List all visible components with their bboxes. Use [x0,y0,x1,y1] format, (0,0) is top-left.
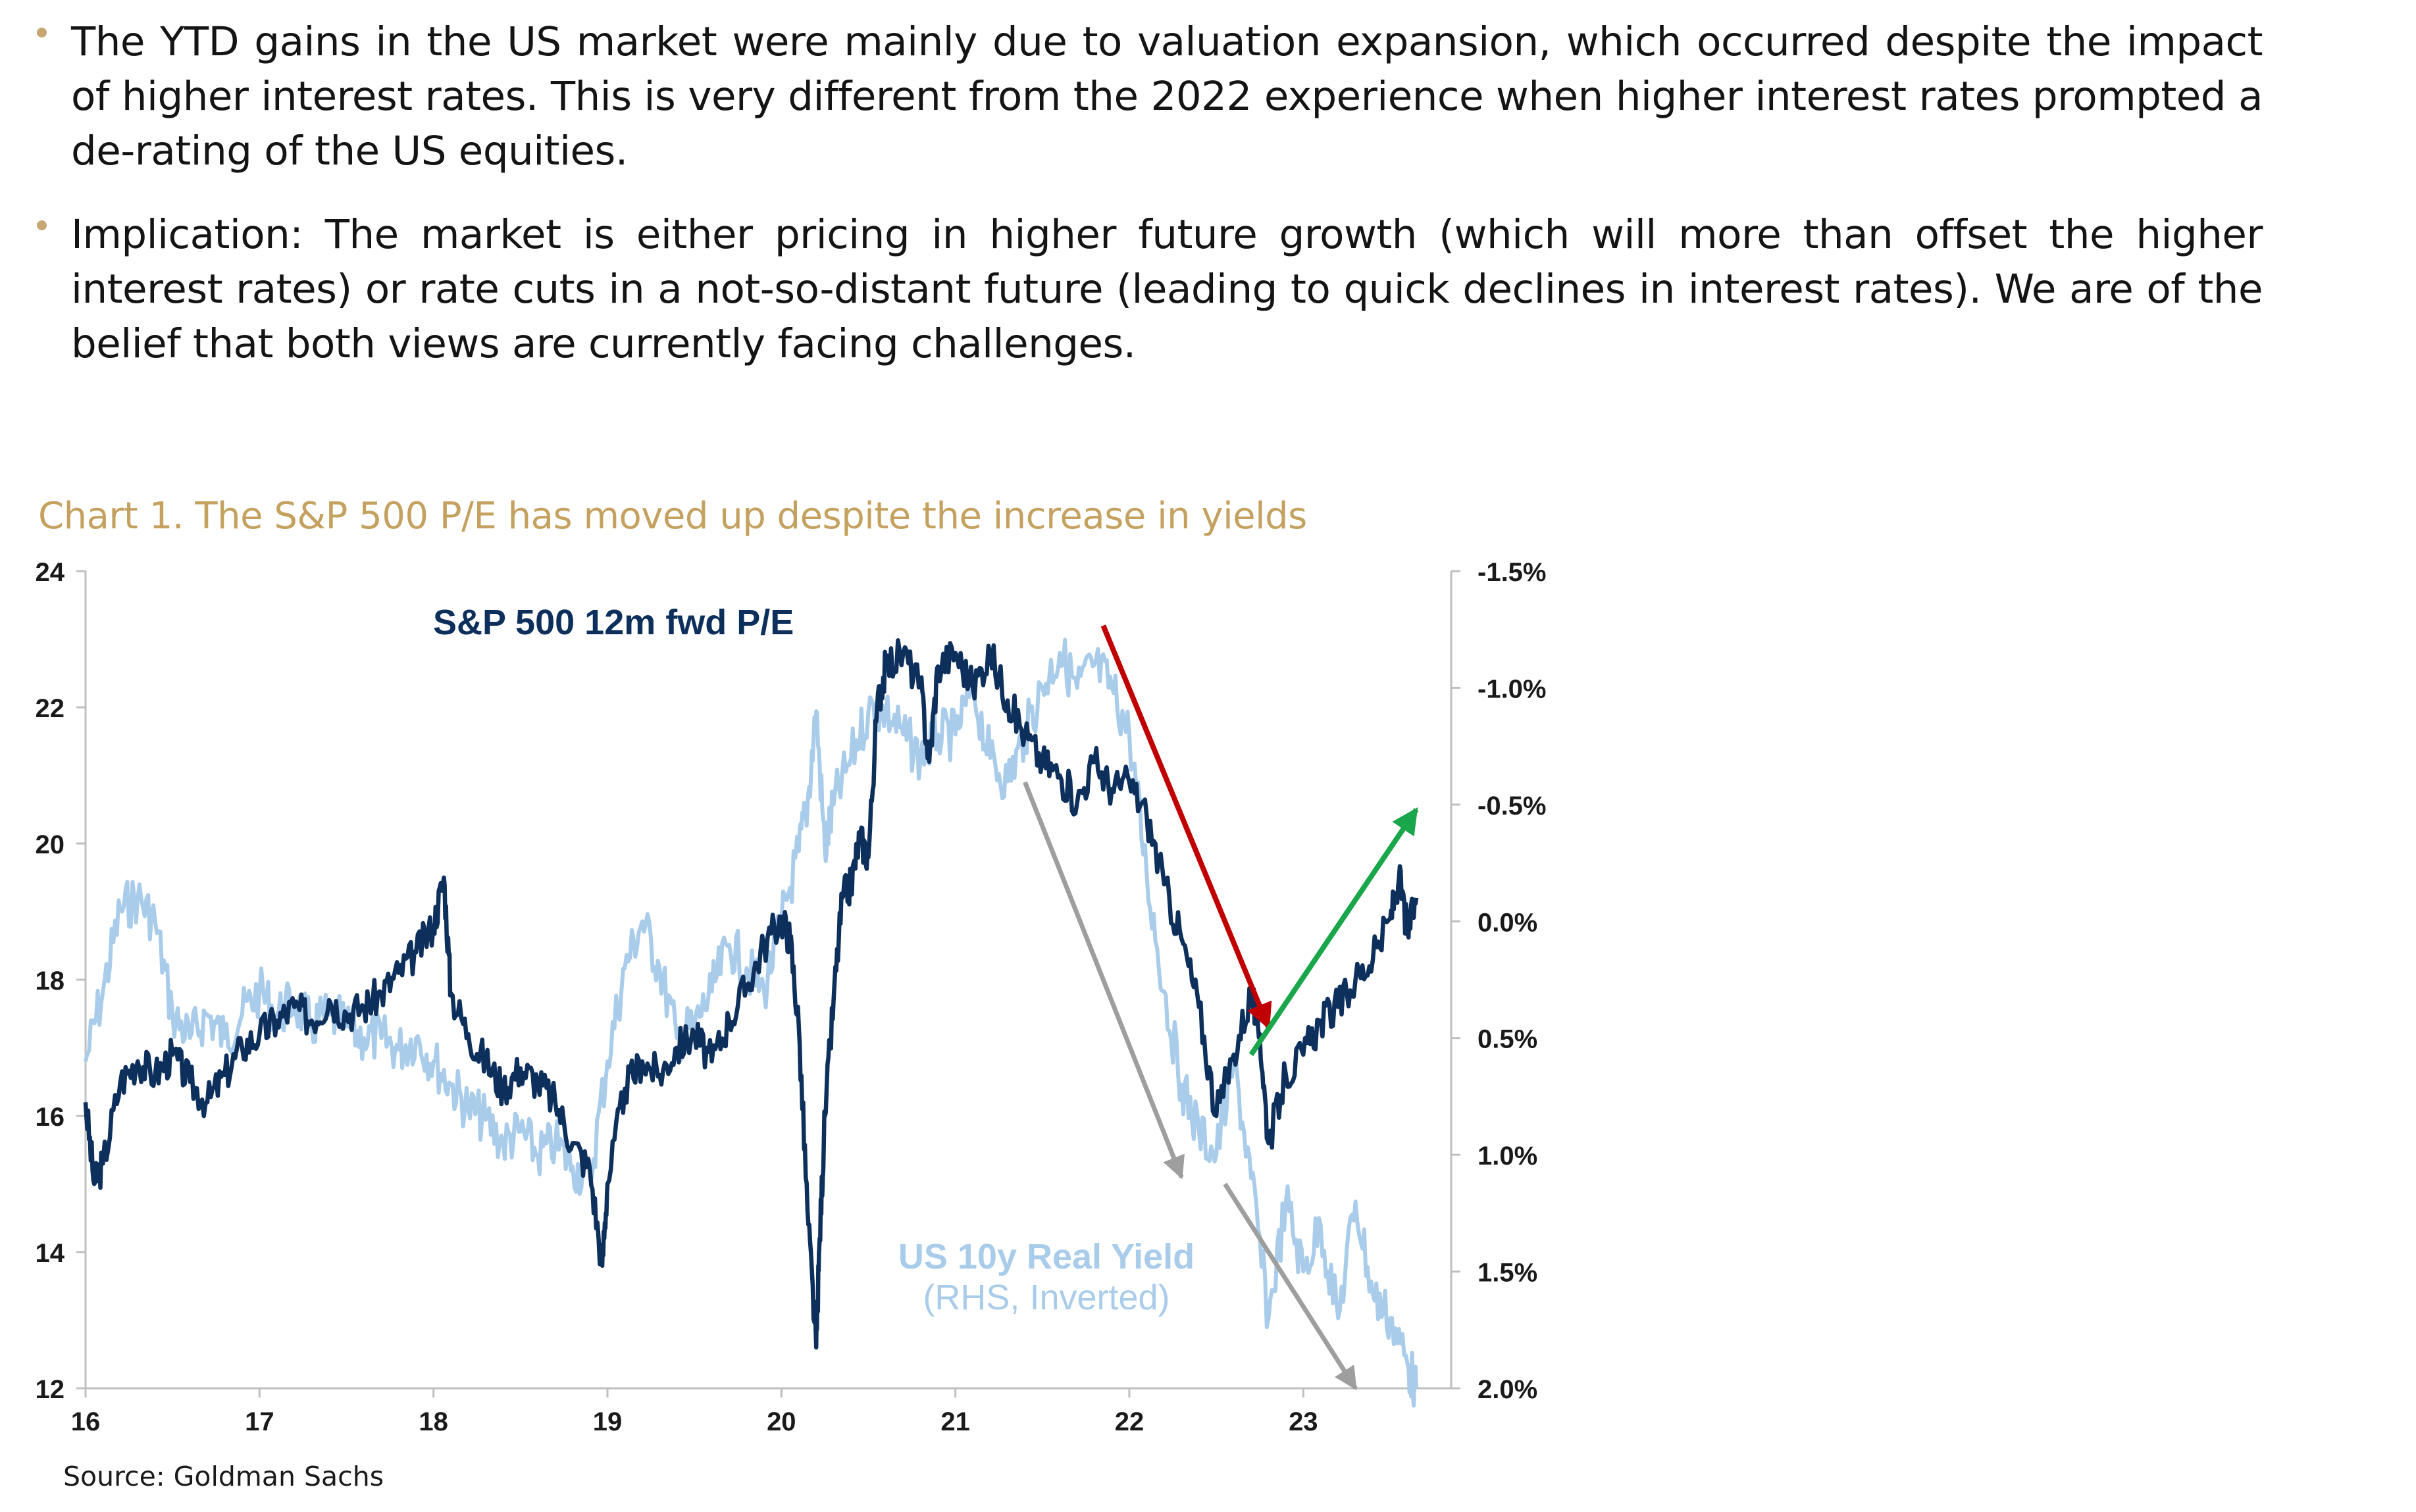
annotation-layer [1023,624,1419,1390]
right-tick-label: 1.5% [1478,1259,1537,1288]
bullet-item: Implication: The market is either pricin… [32,207,2263,371]
gray-arrow [1023,781,1185,1180]
series-layer [83,638,1419,1408]
gray-arrow [1223,1182,1358,1390]
right-tick-label: -1.0% [1478,674,1547,703]
pe-series-line [83,638,1419,1350]
left-tick-label: 22 [36,694,65,723]
right-tick-label: 0.0% [1478,908,1537,937]
left-tick-label: 24 [36,558,65,587]
right-tick-label: 2.0% [1478,1375,1537,1404]
x-tick-label: 22 [1115,1407,1144,1436]
x-tick-label: 16 [71,1407,101,1436]
bullet-text: Implication: The market is either pricin… [71,211,2263,367]
green-arrow [1248,807,1419,1057]
right-tick-label: -0.5% [1478,792,1547,820]
left-tick-label: 14 [36,1239,65,1268]
red-arrow [1100,624,1272,1030]
left-tick-label: 20 [36,830,65,859]
left-tick-label: 16 [36,1103,65,1132]
bullet-item: The YTD gains in the US market were main… [32,14,2263,178]
x-tick-label: 19 [593,1407,623,1436]
x-tick-label: 18 [419,1407,448,1436]
x-tick-label: 20 [767,1407,796,1436]
right-tick-label: 1.0% [1478,1142,1537,1171]
bullet-list: The YTD gains in the US market were main… [32,14,2263,400]
pe-series-label: S&P 500 12m fwd P/E [433,603,794,642]
right-tick-label: -1.5% [1478,558,1547,587]
yield-series-sublabel: (RHS, Inverted) [923,1278,1169,1317]
yield-series-label: US 10y Real Yield [898,1237,1195,1276]
yield-series-line [84,638,1419,1408]
left-tick-label: 18 [36,967,65,995]
x-tick-label: 21 [940,1407,970,1436]
left-tick-label: 12 [36,1375,65,1404]
bullet-dot-icon [37,28,47,38]
chart-title: Chart 1. The S&P 500 P/E has moved up de… [38,495,1307,538]
axes: 24 22 20 18 16 14 12 -1.5% -1.0% -0.5% 0.0% 0.5% 1.0… [36,558,1547,1436]
x-tick-label: 23 [1289,1407,1318,1436]
source-note: Source: Goldman Sachs [63,1461,384,1492]
right-tick-label: 0.5% [1478,1025,1537,1054]
bullet-dot-icon [37,220,47,230]
bullet-text: The YTD gains in the US market were main… [71,18,2263,174]
x-tick-label: 17 [245,1407,274,1436]
